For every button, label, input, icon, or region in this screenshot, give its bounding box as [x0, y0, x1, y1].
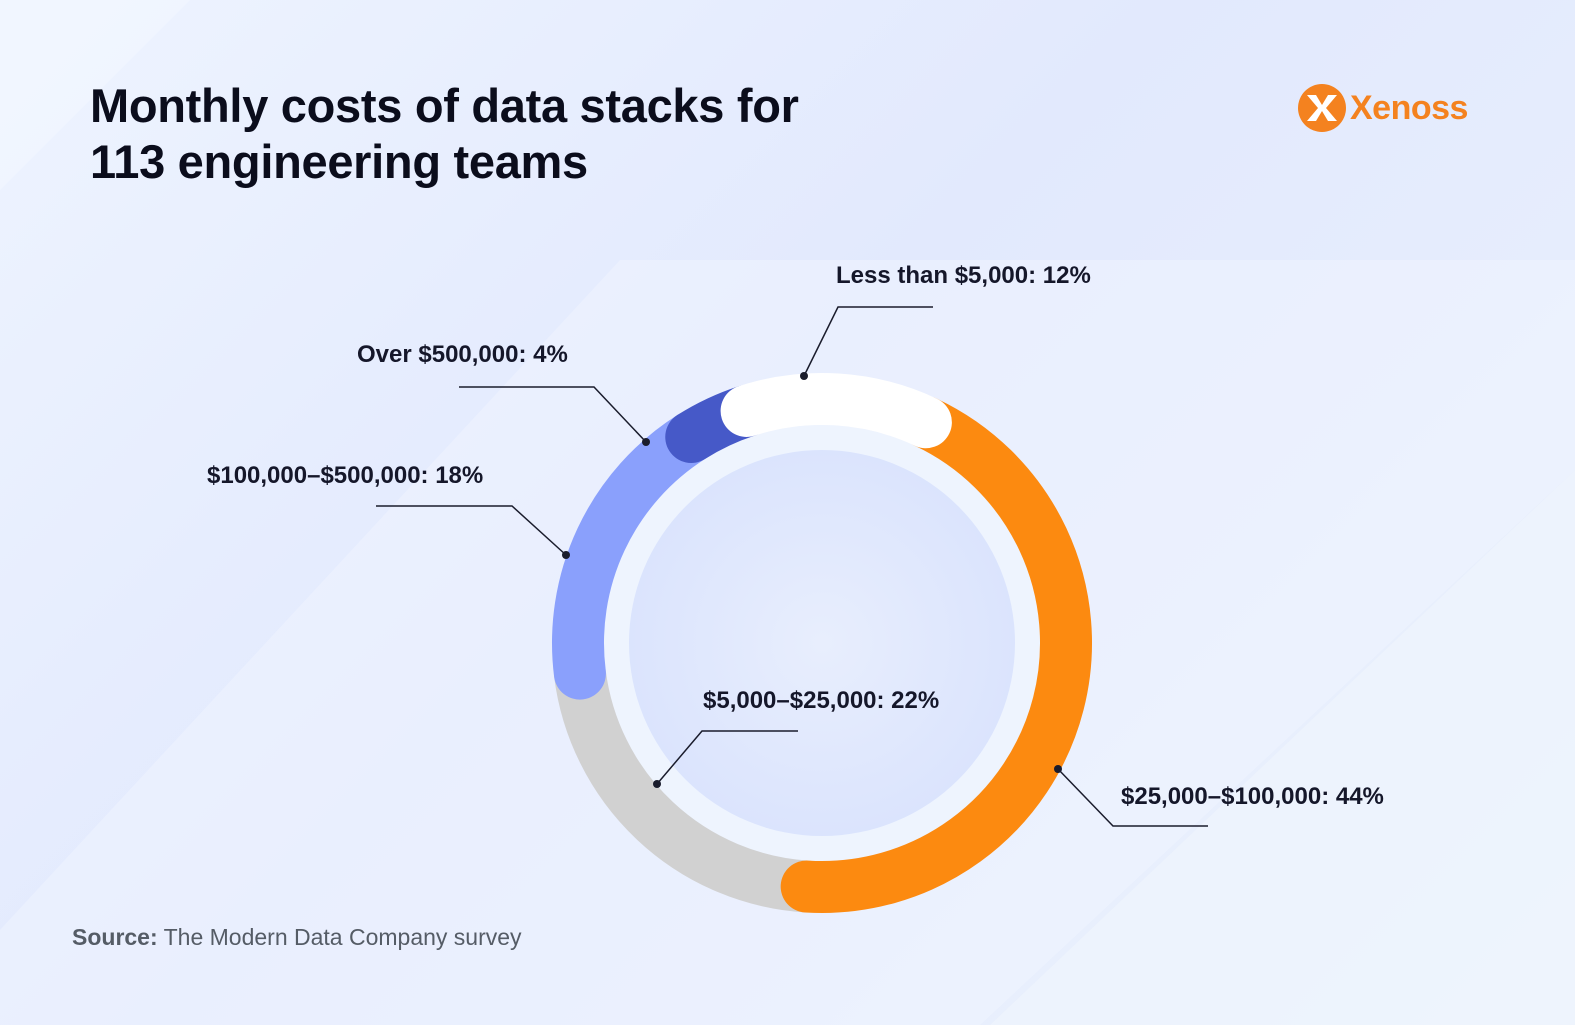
leader-line-k100-500 [376, 505, 567, 556]
leader-line-k5-25 [656, 730, 798, 785]
leader-dot-k100-500 [562, 551, 570, 559]
leader-line-k25-100 [1057, 768, 1208, 827]
leader-line-less-5k [803, 306, 933, 377]
leader-dot-k5-25 [653, 780, 661, 788]
source-text: The Modern Data Company survey [157, 924, 522, 950]
leader-dot-less-5k [800, 372, 808, 380]
leader-dot-over-500k [642, 438, 650, 446]
donut-slice-k100-500 [552, 410, 718, 700]
slice-label-25k-100k: $25,000–$100,000: 44% [1121, 783, 1384, 810]
chart-title: Monthly costs of data stacks for 113 eng… [90, 79, 799, 188]
slice-label-less-than-5k: Less than $5,000: 12% [836, 262, 1091, 289]
donut-slice-less-5k [720, 373, 952, 449]
slice-label-5k-25k: $5,000–$25,000: 22% [703, 687, 940, 714]
source-note: Source: The Modern Data Company survey [72, 924, 522, 951]
slice-label-over-500k: Over $500,000: 4% [357, 341, 568, 368]
donut-slice-k5-25 [553, 647, 833, 913]
slice-label-100k-500k: $100,000–$500,000: 18% [207, 462, 484, 489]
donut-center [629, 450, 1015, 836]
xenoss-logo: Xenoss [1298, 84, 1468, 132]
xenoss-logo-icon [1298, 84, 1346, 132]
leader-line-over-500k [459, 386, 647, 443]
xenoss-logo-text: Xenoss [1350, 88, 1468, 127]
leader-dot-k25-100 [1054, 765, 1062, 773]
source-prefix: Source: [72, 924, 158, 950]
donut-slice-k25-100 [780, 396, 1092, 913]
